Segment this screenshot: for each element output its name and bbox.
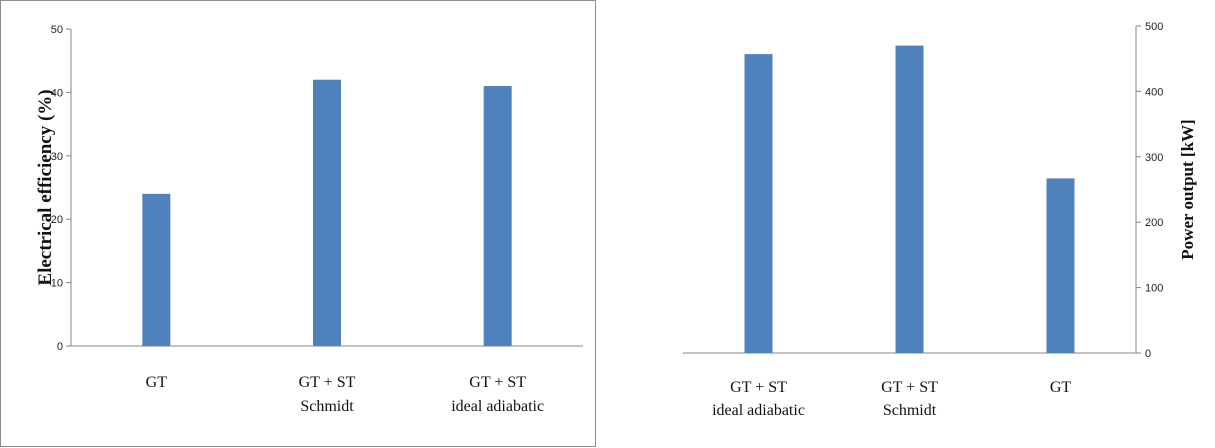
y-axis-title: Electrical efficiency (%) [35, 89, 56, 285]
y-tick-label: 50 [51, 24, 63, 36]
power-chart-panel: 0 100 200 300 400 500 GT + ST ideal adiabatic GT… [597, 0, 1215, 447]
x-category-label: Schmidt [883, 402, 937, 419]
bar [1046, 178, 1075, 353]
bar [895, 45, 924, 354]
y-tick-label: 30 [51, 151, 63, 163]
y-tick-label: 400 [1145, 86, 1163, 98]
y-tick-label: 200 [1145, 217, 1163, 229]
x-category-label: GT + ST [299, 374, 356, 391]
y-tick-label: 0 [1145, 348, 1151, 360]
power-chart: 0 100 200 300 400 500 GT + ST ideal adiabatic GT… [683, 21, 1197, 419]
efficiency-chart-panel: 0 10 20 30 40 50 GT GT + ST Schmidt GT + ST ideal … [0, 0, 596, 447]
bar [483, 86, 512, 346]
y-tick-label: 500 [1145, 21, 1163, 33]
y-tick-label: 10 [51, 278, 63, 290]
y-tick-label: 20 [51, 214, 63, 226]
efficiency-chart: 0 10 20 30 40 50 GT GT + ST Schmidt GT + ST ideal … [35, 24, 583, 415]
x-category-label: Schmidt [300, 398, 354, 415]
x-category-label: ideal adiabatic [451, 398, 544, 415]
x-category-label: GT [146, 374, 168, 391]
bar [142, 193, 171, 346]
y-tick-label: 300 [1145, 152, 1163, 164]
x-category-label: GT [1050, 379, 1072, 396]
x-category-label: ideal adiabatic [712, 402, 805, 419]
y-tick-label: 0 [57, 341, 63, 353]
x-category-label: GT + ST [730, 379, 787, 396]
y-tick-label: 40 [51, 87, 63, 99]
bar [744, 54, 773, 353]
bar [313, 79, 341, 346]
x-category-label: GT + ST [881, 379, 938, 396]
y-axis-title: Power output [kW] [1178, 119, 1197, 259]
y-tick-label: 100 [1145, 283, 1163, 295]
x-category-label: GT + ST [469, 374, 526, 391]
